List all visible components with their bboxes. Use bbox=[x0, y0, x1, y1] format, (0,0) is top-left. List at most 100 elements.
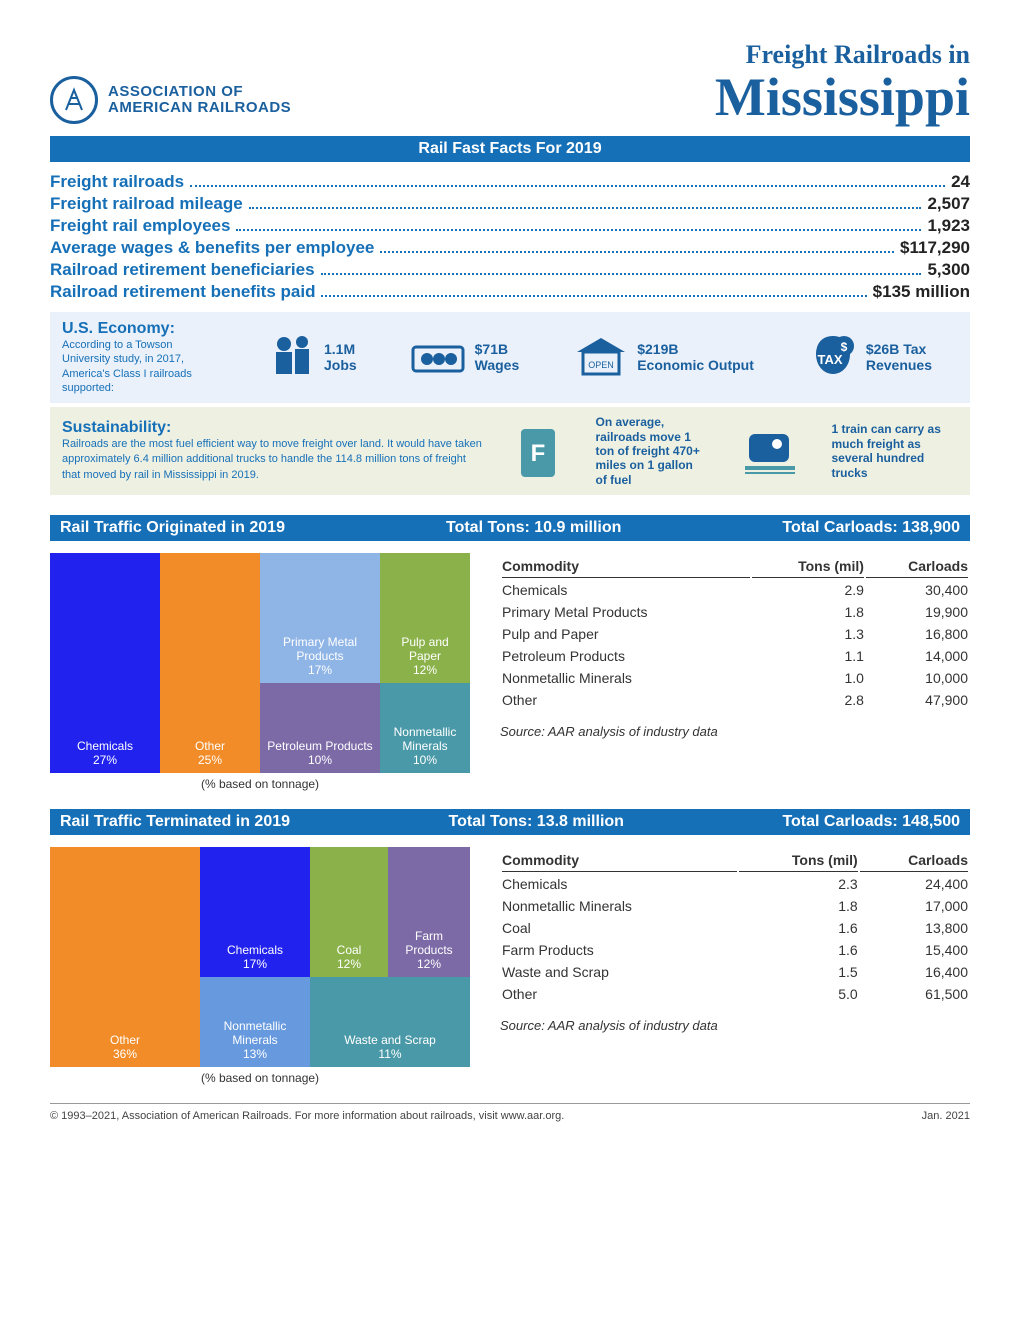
table-cell: 1.1 bbox=[752, 646, 864, 666]
table-cell: 1.3 bbox=[752, 624, 864, 644]
table-row: Nonmetallic Minerals1.010,000 bbox=[502, 668, 968, 688]
table-cell: 2.9 bbox=[752, 580, 864, 600]
table-cell: Petroleum Products bbox=[502, 646, 750, 666]
fact-value: 5,300 bbox=[927, 260, 970, 280]
treemap-pct: 17% bbox=[308, 663, 332, 677]
table-cell: 24,400 bbox=[860, 874, 968, 894]
table-cell: 19,900 bbox=[866, 602, 968, 622]
treemap-pct: 10% bbox=[413, 753, 437, 767]
table-cell: Chemicals bbox=[502, 580, 750, 600]
economy-item: 1.1MJobs bbox=[268, 332, 357, 383]
treemap-block: Chemicals17% bbox=[200, 847, 310, 977]
fact-label: Railroad retirement beneficiaries bbox=[50, 260, 315, 280]
table-row: Other5.061,500 bbox=[502, 984, 968, 1004]
treemap-label: Farm Products bbox=[394, 929, 464, 957]
orig-band-carloads: Total Carloads: 138,900 bbox=[782, 519, 960, 537]
table-cell: Nonmetallic Minerals bbox=[502, 896, 737, 916]
table-header: Carloads bbox=[866, 555, 968, 578]
economy-icon: $TAX bbox=[806, 332, 860, 383]
fact-row: Freight railroad mileage2,507 bbox=[50, 194, 970, 214]
orig-band-tons: Total Tons: 10.9 million bbox=[446, 519, 621, 537]
terminated-band: Rail Traffic Terminated in 2019 Total To… bbox=[50, 809, 970, 835]
table-cell: Farm Products bbox=[502, 940, 737, 960]
table-cell: Nonmetallic Minerals bbox=[502, 668, 750, 688]
term-table: CommodityTons (mil)Carloads Chemicals2.3… bbox=[500, 847, 970, 1006]
header: ASSOCIATION OF AMERICAN RAILROADS Freigh… bbox=[50, 40, 970, 124]
table-header: Tons (mil) bbox=[739, 849, 858, 872]
fact-row: Freight railroads24 bbox=[50, 172, 970, 192]
economy-item: OPEN$219BEconomic Output bbox=[571, 332, 754, 383]
table-row: Nonmetallic Minerals1.817,000 bbox=[502, 896, 968, 916]
table-cell: Waste and Scrap bbox=[502, 962, 737, 982]
fact-row: Railroad retirement beneficiaries 5,300 bbox=[50, 260, 970, 280]
table-cell: Chemicals bbox=[502, 874, 737, 894]
treemap-label: Primary Metal Products bbox=[266, 635, 374, 663]
table-cell: 16,800 bbox=[866, 624, 968, 644]
fuel-icon: F bbox=[513, 421, 563, 481]
sust-stat-1: On average, railroads move 1 ton of frei… bbox=[596, 415, 706, 487]
table-cell: Other bbox=[502, 690, 750, 710]
treemap-label: Chemicals bbox=[227, 943, 283, 957]
fact-row: Average wages & benefits per employee $11… bbox=[50, 238, 970, 258]
sust-stat-2: 1 train can carry as much freight as sev… bbox=[832, 422, 942, 480]
table-cell: 5.0 bbox=[739, 984, 858, 1004]
table-row: Chemicals2.930,400 bbox=[502, 580, 968, 600]
fact-value: $117,290 bbox=[900, 238, 970, 258]
treemap-label: Chemicals bbox=[77, 739, 133, 753]
fact-label: Freight rail employees bbox=[50, 216, 230, 236]
treemap-pct: 25% bbox=[198, 753, 222, 767]
treemap-block: Primary Metal Products17% bbox=[260, 553, 380, 683]
treemap-block: Nonmetallic Minerals13% bbox=[200, 977, 310, 1067]
table-cell: 15,400 bbox=[860, 940, 968, 960]
sustainability-desc: Railroads are the most fuel efficient wa… bbox=[62, 437, 482, 483]
term-band-title: Rail Traffic Terminated in 2019 bbox=[60, 813, 290, 831]
org-line2: AMERICAN RAILROADS bbox=[108, 100, 291, 117]
treemap-block: Petroleum Products10% bbox=[260, 683, 380, 773]
table-cell: 17,000 bbox=[860, 896, 968, 916]
footer-right: Jan. 2021 bbox=[922, 1110, 970, 1122]
originated-band: Rail Traffic Originated in 2019 Total To… bbox=[50, 515, 970, 541]
economy-item: $71BWages bbox=[409, 335, 520, 380]
table-row: Petroleum Products1.114,000 bbox=[502, 646, 968, 666]
table-cell: 1.8 bbox=[752, 602, 864, 622]
treemap-label: Other bbox=[195, 739, 225, 753]
fact-value: 2,507 bbox=[927, 194, 970, 214]
economy-panel: U.S. Economy: According to a Towson Univ… bbox=[50, 312, 970, 403]
fact-label: Average wages & benefits per employee bbox=[50, 238, 374, 258]
economy-stat: $71BWages bbox=[475, 342, 520, 373]
title-block: Freight Railroads in Mississippi bbox=[715, 40, 970, 124]
treemap-label: Other bbox=[110, 1033, 140, 1047]
table-row: Other2.847,900 bbox=[502, 690, 968, 710]
table-cell: 47,900 bbox=[866, 690, 968, 710]
term-band-carloads: Total Carloads: 148,500 bbox=[782, 813, 960, 831]
svg-text:F: F bbox=[530, 440, 545, 467]
fact-value: $135 million bbox=[873, 282, 970, 302]
table-cell: 1.0 bbox=[752, 668, 864, 688]
title-line2: Mississippi bbox=[715, 70, 970, 124]
fact-label: Freight railroads bbox=[50, 172, 184, 192]
table-cell: 13,800 bbox=[860, 918, 968, 938]
originated-section: Rail Traffic Originated in 2019 Total To… bbox=[50, 515, 970, 791]
orig-treemap-caption: (% based on tonnage) bbox=[50, 777, 470, 791]
logo-icon bbox=[50, 76, 98, 124]
treemap-block: Other25% bbox=[160, 553, 260, 773]
orig-treemap: Chemicals27%Other25%Primary Metal Produc… bbox=[50, 553, 470, 773]
table-cell: 30,400 bbox=[866, 580, 968, 600]
table-cell: 1.6 bbox=[739, 940, 858, 960]
term-treemap-caption: (% based on tonnage) bbox=[50, 1071, 470, 1085]
table-header: Carloads bbox=[860, 849, 968, 872]
table-cell: 2.3 bbox=[739, 874, 858, 894]
treemap-pct: 12% bbox=[413, 663, 437, 677]
economy-stat: $219BEconomic Output bbox=[637, 342, 754, 373]
economy-items: 1.1MJobs $71BWages OPEN$219BEconomic Outpu… bbox=[242, 332, 958, 383]
table-row: Pulp and Paper1.316,800 bbox=[502, 624, 968, 644]
table-header: Tons (mil) bbox=[752, 555, 864, 578]
treemap-label: Nonmetallic Minerals bbox=[386, 725, 464, 753]
facts-list: Freight railroads24Freight railroad mile… bbox=[50, 172, 970, 302]
treemap-block: Farm Products12% bbox=[388, 847, 470, 977]
table-cell: 61,500 bbox=[860, 984, 968, 1004]
treemap-block: Other36% bbox=[50, 847, 200, 1067]
terminated-section: Rail Traffic Terminated in 2019 Total To… bbox=[50, 809, 970, 1085]
economy-icon: OPEN bbox=[571, 332, 631, 383]
table-cell: 1.5 bbox=[739, 962, 858, 982]
